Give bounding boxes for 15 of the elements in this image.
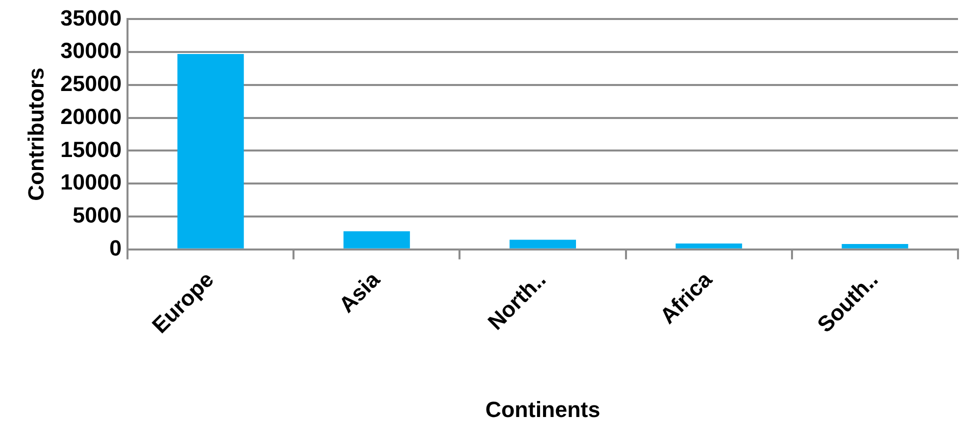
y-tick-label: 5000: [72, 202, 122, 228]
x-axis-title: Continents: [485, 396, 600, 422]
bar: [842, 244, 908, 248]
y-tick-label: 15000: [60, 136, 122, 162]
bar: [177, 54, 244, 248]
y-tick-label: 20000: [60, 104, 122, 129]
y-tick-label: 10000: [60, 170, 122, 195]
bar: [676, 244, 742, 248]
bar: [510, 240, 576, 248]
y-tick-label: 35000: [60, 5, 122, 30]
y-axis-title: Contributors: [23, 68, 48, 201]
bar: [343, 231, 410, 248]
y-tick-label: 0: [109, 235, 122, 260]
y-tick-label: 30000: [60, 38, 122, 64]
y-tick-label: 25000: [60, 71, 122, 96]
